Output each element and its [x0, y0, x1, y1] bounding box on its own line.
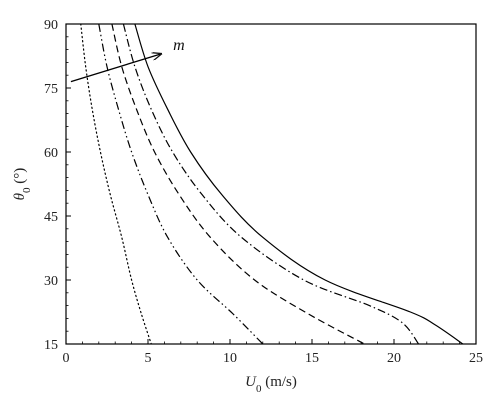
y-axis-label-subscript: 0	[21, 187, 33, 193]
y-axis-ticks: 15 30 45 60 75 90	[44, 18, 71, 353]
series-line-4	[122, 24, 420, 344]
y-tick-label: 15	[44, 338, 58, 353]
plot-frame	[65, 23, 477, 345]
y-tick-label: 75	[44, 82, 58, 97]
x-axis-label-symbol: U	[245, 374, 257, 390]
curves-layer	[80, 24, 464, 344]
y-axis-label-unit: (°)	[12, 168, 28, 188]
x-axis-label: U0 (m/s)	[245, 374, 297, 395]
y-tick-label: 60	[44, 146, 58, 161]
series-line-2	[98, 24, 264, 344]
annotation-label: m	[173, 37, 185, 54]
x-tick-label: 5	[145, 351, 152, 366]
x-tick-label: 0	[63, 351, 70, 366]
series-line-1	[80, 24, 152, 344]
x-tick-label: 10	[223, 351, 237, 366]
x-tick-label: 15	[305, 351, 319, 366]
y-tick-label: 45	[44, 210, 58, 225]
x-axis-ticks: 0 5 10 15 20 25	[63, 339, 483, 366]
y-tick-label: 90	[44, 18, 58, 33]
y-axis-label-symbol: θ	[12, 192, 28, 200]
x-axis-label-subscript: 0	[256, 383, 262, 395]
x-tick-label: 25	[469, 351, 483, 366]
annotation-arrow	[70, 54, 161, 83]
series-line-3	[111, 24, 365, 344]
annotations-layer: m	[70, 37, 185, 83]
y-tick-label: 30	[44, 274, 58, 289]
x-axis-label-unit: (m/s)	[261, 374, 296, 390]
series-line-5	[134, 24, 464, 344]
x-tick-label: 20	[387, 351, 401, 366]
y-axis-label: θ0 (°)	[12, 168, 33, 201]
